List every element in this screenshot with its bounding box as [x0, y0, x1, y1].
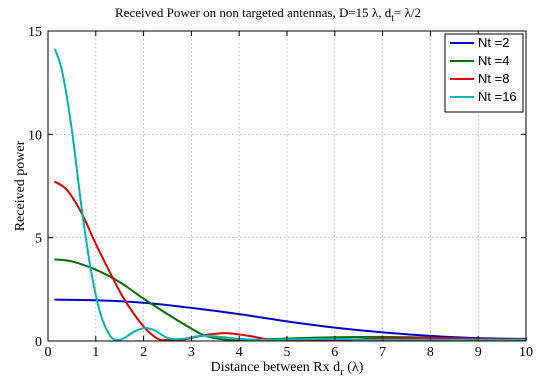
title-subscript: t [391, 13, 394, 24]
legend: Nt =2 Nt =4 Nt =8 Nt =16 [444, 33, 524, 113]
y-tick-label: 0 [35, 335, 42, 350]
x-tick-label: 1 [92, 345, 99, 360]
series-group [54, 48, 527, 342]
x-tick-label: 5 [284, 345, 291, 360]
x-tick-label: 4 [236, 345, 243, 360]
y-axis-label: Received power [13, 140, 28, 231]
series-line-nt-2 [54, 298, 527, 340]
legend-label: Nt =8 [478, 71, 509, 86]
x-tick-label: 10 [519, 345, 533, 360]
x-tick-label: 6 [331, 345, 338, 360]
x-tick-label: 2 [140, 345, 147, 360]
xlabel-subscript: r [340, 366, 344, 378]
x-tick-label: 3 [188, 345, 195, 360]
ticks: 0 1 2 3 4 5 6 7 8 9 10 0 5 10 15 [28, 25, 533, 360]
chart-title: Received Power on non targeted antennas,… [115, 5, 421, 24]
legend-label: Nt =4 [478, 53, 509, 68]
series-line-nt-16 [54, 48, 527, 342]
legend-box [444, 33, 524, 113]
y-tick-label: 10 [28, 128, 42, 143]
x-tick-label: 7 [379, 345, 386, 360]
x-tick-label: 9 [475, 345, 482, 360]
y-tick-label: 5 [35, 232, 42, 247]
legend-label: Nt =16 [478, 89, 517, 104]
x-axis-label: Distance between Rx dr (λ) [211, 360, 364, 378]
legend-label: Nt =2 [478, 35, 509, 50]
y-tick-label: 15 [28, 25, 42, 40]
x-tick-label: 8 [427, 345, 434, 360]
x-tick-label: 0 [45, 345, 52, 360]
